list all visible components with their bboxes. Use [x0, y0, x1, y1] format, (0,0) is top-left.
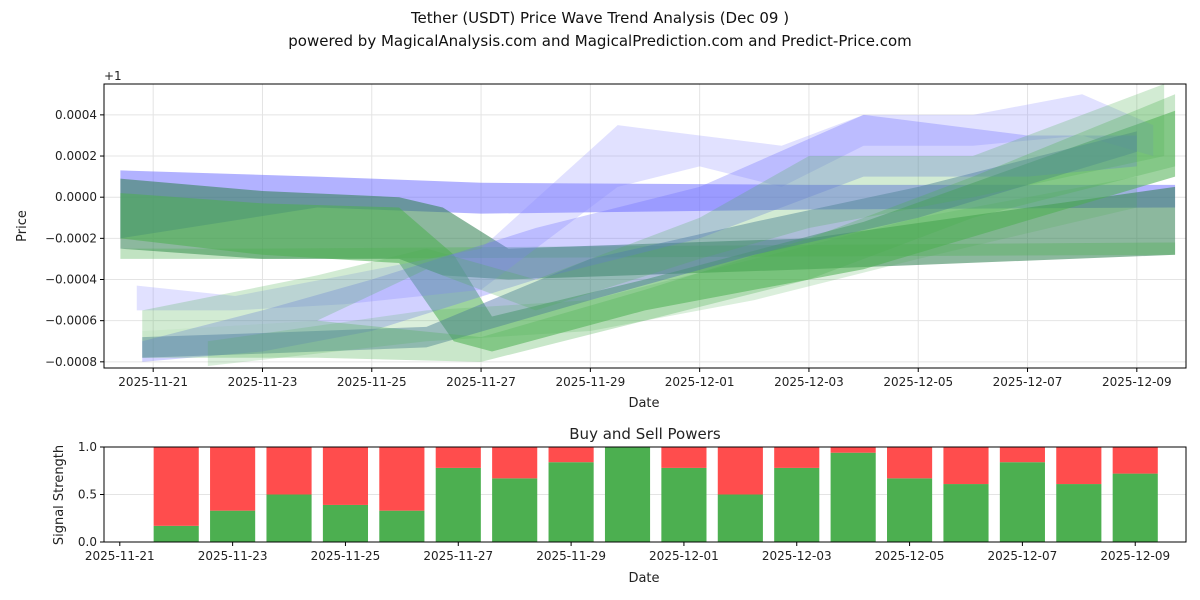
- sell-bar: [887, 447, 933, 479]
- x-tick-label: 2025-12-09: [1102, 375, 1172, 389]
- x-tick-label: 2025-12-07: [993, 375, 1063, 389]
- x-tick-label: 2025-12-07: [988, 549, 1058, 563]
- y-tick-label: −0.0004: [45, 273, 97, 287]
- offset-label: +1: [104, 69, 122, 83]
- sell-bar: [492, 447, 538, 479]
- sell-bar: [1112, 447, 1158, 474]
- y-tick-label: 0.5: [78, 488, 97, 502]
- x-tick-label: 2025-11-27: [446, 375, 516, 389]
- buy-bar: [717, 494, 763, 542]
- sell-bar: [830, 447, 876, 453]
- buy-bar: [604, 447, 651, 542]
- x-tick-label: 2025-12-01: [665, 375, 735, 389]
- y-tick-label: 0.0000: [55, 190, 97, 204]
- buy-bar: [379, 510, 425, 542]
- subplot-title: Buy and Sell Powers: [569, 425, 721, 443]
- y-tick-label: 0.0: [78, 535, 97, 549]
- buy-bar: [322, 504, 369, 542]
- wave-band-5: [142, 131, 1137, 358]
- x-tick-label: 2025-11-21: [118, 375, 188, 389]
- sell-bar: [435, 447, 481, 468]
- buy-bar: [1112, 473, 1158, 542]
- buy-bar: [492, 478, 538, 542]
- buy-bar: [548, 462, 594, 542]
- buy-bar: [210, 510, 256, 542]
- sell-bar: [661, 447, 707, 468]
- x-tick-label: 2025-11-25: [337, 375, 407, 389]
- buy-bar: [661, 467, 707, 542]
- sell-bar: [266, 447, 312, 495]
- y-tick-label: 0.0002: [55, 149, 97, 163]
- sell-bar: [322, 447, 369, 505]
- sell-bar: [1056, 447, 1102, 485]
- buy-bar: [999, 462, 1045, 542]
- y-tick-label: 1.0: [78, 440, 97, 454]
- x-axis-label: Date: [628, 396, 659, 411]
- buy-bar: [887, 478, 933, 542]
- sell-bar: [548, 447, 594, 463]
- x-tick-label: 2025-11-23: [198, 549, 268, 563]
- y-tick-label: −0.0006: [45, 314, 97, 328]
- buy-bar: [435, 467, 481, 542]
- x-tick-label: 2025-12-05: [883, 375, 953, 389]
- buy-bar: [153, 525, 199, 542]
- sell-bar: [943, 447, 989, 485]
- buy-bar: [943, 484, 989, 542]
- wave-band-9: [207, 176, 1137, 366]
- wave-band-4: [136, 94, 1154, 311]
- x-tick-label: 2025-12-01: [649, 549, 719, 563]
- wave-band-6: [142, 114, 1137, 362]
- wave-band-0: [120, 170, 1176, 239]
- x-tick-label: 2025-12-03: [774, 375, 844, 389]
- wave-band-8: [142, 84, 1165, 331]
- signal-axes: 2025-11-21 2025-11-23 2025-11-25 2025-11-27…: [52, 425, 1187, 586]
- y-tick-label: −0.0002: [45, 231, 97, 245]
- x-tick-label: 2025-11-27: [423, 549, 493, 563]
- buy-bar: [774, 467, 820, 542]
- y-axis-label: Signal Strength: [52, 445, 67, 545]
- y-axis-label: Price: [15, 210, 30, 242]
- x-tick-label: 2025-11-23: [228, 375, 298, 389]
- buy-bar: [830, 452, 876, 542]
- buy-bar: [1056, 484, 1102, 542]
- price-axes: 2025-11-21 2025-11-23 2025-11-25 2025-11-27…: [15, 69, 1187, 411]
- x-tick-label: 2025-11-29: [536, 549, 606, 563]
- x-axis-label: Date: [628, 571, 659, 586]
- sell-bar: [379, 447, 425, 511]
- chart-title: Tether (USDT) Price Wave Trend Analysis …: [410, 9, 790, 27]
- sell-bar: [717, 447, 763, 495]
- x-tick-label: 2025-12-09: [1100, 549, 1170, 563]
- x-tick-label: 2025-12-05: [875, 549, 945, 563]
- wave-band-2: [120, 110, 1176, 352]
- y-tick-label: 0.0004: [55, 108, 97, 122]
- plot-frame: [103, 83, 1187, 369]
- x-tick-label: 2025-12-03: [762, 549, 832, 563]
- wave-band-3: [120, 242, 1176, 259]
- sell-bar: [774, 447, 820, 468]
- sell-bar: [210, 447, 256, 511]
- y-tick-label: −0.0008: [45, 355, 97, 369]
- x-tick-label: 2025-11-29: [555, 375, 625, 389]
- x-tick-label: 2025-11-25: [311, 549, 381, 563]
- wave-band-7: [142, 94, 1176, 362]
- sell-bar: [153, 447, 199, 526]
- buy-bar: [266, 494, 312, 542]
- x-tick-label: 2025-11-21: [85, 549, 155, 563]
- chart-subtitle: powered by MagicalAnalysis.com and Magic…: [288, 32, 912, 50]
- sell-bar: [999, 447, 1045, 463]
